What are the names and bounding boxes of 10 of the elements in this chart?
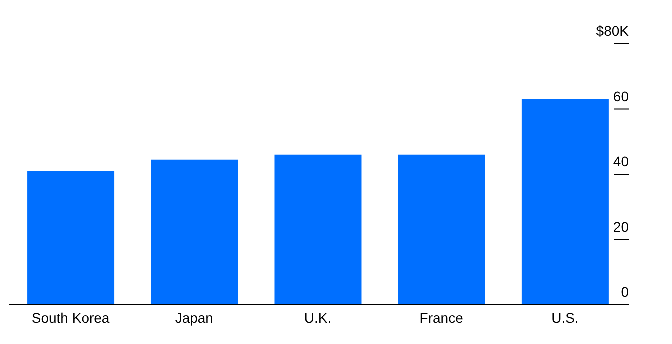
x-tick-label: France <box>420 310 464 326</box>
x-tick-label: Japan <box>175 310 214 326</box>
y-tick-label: 60 <box>613 88 630 104</box>
y-tick-label: 40 <box>613 154 630 170</box>
x-tick-label: U.S. <box>552 310 579 326</box>
x-tick-label: U.K. <box>304 310 332 326</box>
y-tick-label: 0 <box>621 284 630 300</box>
y-tick-label: $80K <box>596 23 630 39</box>
y-tick-label: 20 <box>613 218 630 235</box>
x-tick-label: South Korea <box>32 310 110 326</box>
